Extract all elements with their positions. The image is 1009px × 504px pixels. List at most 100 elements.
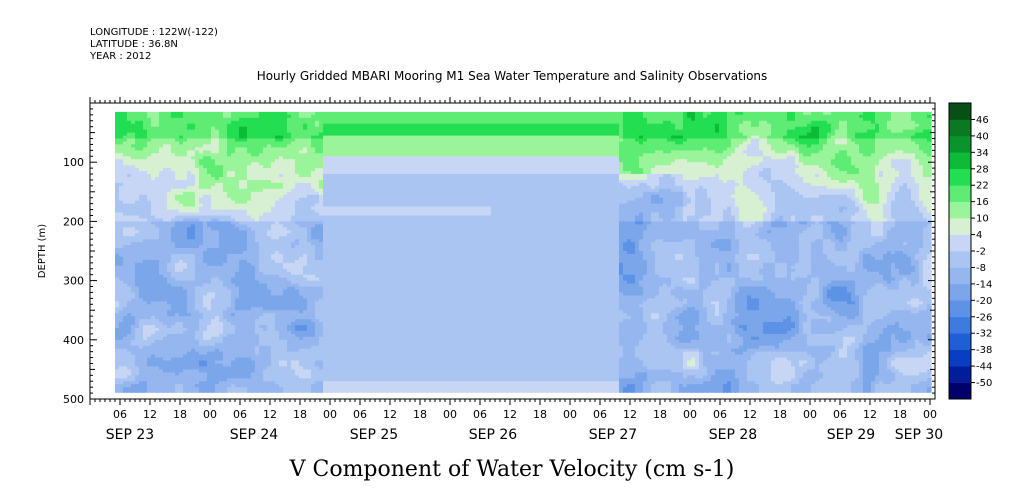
- heatmap-cell: [123, 268, 128, 275]
- heatmap-cell: [171, 245, 176, 251]
- heatmap-cell: [167, 328, 172, 334]
- heatmap-cell: [159, 188, 164, 195]
- heatmap-cell: [131, 313, 136, 319]
- heatmap-cell: [123, 150, 128, 156]
- heatmap-cell: [119, 123, 124, 130]
- heatmap-cell: [143, 345, 148, 352]
- heatmap-cell: [183, 209, 188, 216]
- heatmap-cell: [119, 333, 124, 340]
- heatmap-cell: [147, 114, 152, 121]
- heatmap-cell: [139, 256, 144, 263]
- heatmap-cell: [135, 304, 140, 310]
- heatmap-cell: [131, 254, 136, 260]
- heatmap-cell: [175, 295, 180, 301]
- heatmap-cell: [179, 280, 184, 287]
- heatmap-cell: [167, 248, 172, 254]
- heatmap-cell: [187, 301, 192, 307]
- heatmap-cell: [135, 200, 140, 207]
- heatmap-cell: [123, 180, 128, 186]
- heatmap-cell: [159, 215, 164, 222]
- heatmap-cell: [151, 351, 156, 358]
- heatmap-cell: [171, 194, 176, 201]
- heatmap-cell: [175, 174, 180, 180]
- heatmap-cell: [143, 307, 148, 313]
- heatmap-cell: [131, 366, 136, 372]
- heatmap-cell: [235, 387, 240, 393]
- heatmap-cell: [155, 283, 160, 290]
- heatmap-cell: [143, 277, 148, 284]
- heatmap-cell: [143, 168, 148, 174]
- heatmap-cell: [167, 298, 172, 304]
- heatmap-cell: [143, 123, 148, 130]
- heatmap-cell: [139, 295, 144, 301]
- heatmap-cell: [151, 333, 156, 340]
- heatmap-cell: [139, 348, 144, 355]
- heatmap-cell: [159, 185, 164, 192]
- heatmap-cell: [183, 150, 188, 156]
- heatmap-cell: [147, 197, 152, 204]
- heatmap-cell: [127, 251, 132, 257]
- heatmap-cell: [147, 123, 152, 130]
- heatmap-cell: [171, 360, 176, 367]
- heatmap-cell: [123, 233, 128, 239]
- heatmap-cell: [119, 325, 124, 331]
- heatmap-cell: [135, 188, 140, 195]
- heatmap-cell: [179, 345, 184, 352]
- heatmap-cell: [119, 307, 124, 313]
- heatmap-cell: [179, 286, 184, 293]
- heatmap-cell: [131, 351, 136, 358]
- heatmap-cell: [183, 111, 188, 118]
- heatmap-cell: [167, 224, 172, 230]
- heatmap-cell: [187, 206, 192, 213]
- heatmap-cell: [175, 330, 180, 337]
- heatmap-cell: [131, 280, 136, 287]
- heatmap-cell: [115, 339, 120, 346]
- heatmap-cell: [155, 345, 160, 352]
- heatmap-cell: [151, 156, 156, 162]
- heatmap-cell: [167, 132, 172, 139]
- heatmap-cell: [127, 265, 132, 272]
- heatmap-cell: [119, 132, 124, 139]
- heatmap-cell: [163, 307, 168, 313]
- heatmap-cell: [191, 120, 196, 127]
- heatmap-cell: [143, 333, 148, 340]
- heatmap-cell: [187, 372, 192, 378]
- heatmap-cell: [163, 387, 168, 393]
- heatmap-cell: [167, 295, 172, 301]
- heatmap-cell: [175, 342, 180, 349]
- heatmap-cell: [163, 313, 168, 319]
- heatmap-cell: [163, 165, 168, 171]
- heatmap-cell: [135, 156, 140, 162]
- heatmap-cell: [123, 138, 128, 145]
- heatmap-cell: [123, 313, 128, 319]
- heatmap-cell: [135, 265, 140, 272]
- heatmap-cell: [179, 298, 184, 304]
- heatmap-cell: [119, 295, 124, 301]
- heatmap-cell: [191, 230, 196, 236]
- heatmap-cell: [139, 298, 144, 304]
- heatmap-cell: [179, 372, 184, 378]
- heatmap-cell: [139, 304, 144, 310]
- heatmap-cell: [135, 111, 140, 118]
- heatmap-cell: [155, 129, 160, 136]
- heatmap-cell: [119, 313, 124, 319]
- heatmap-cell: [171, 268, 176, 275]
- heatmap-cell: [119, 259, 124, 266]
- heatmap-cell: [115, 289, 120, 296]
- heatmap-cell: [119, 345, 124, 352]
- heatmap-cell: [187, 357, 192, 364]
- heatmap-cell: [123, 295, 128, 301]
- heatmap-cell: [119, 117, 124, 124]
- heatmap-cell: [175, 156, 180, 162]
- heatmap-cell: [167, 174, 172, 180]
- heatmap-cell: [163, 375, 168, 381]
- heatmap-cell: [147, 153, 152, 159]
- heatmap-cell: [127, 348, 132, 355]
- heatmap-cell: [127, 301, 132, 307]
- heatmap-cell: [179, 114, 184, 121]
- heatmap-cell: [131, 209, 136, 216]
- heatmap-cell: [139, 381, 144, 387]
- heatmap-cell: [135, 239, 140, 245]
- heatmap-cell: [127, 316, 132, 322]
- heatmap-cell: [127, 307, 132, 313]
